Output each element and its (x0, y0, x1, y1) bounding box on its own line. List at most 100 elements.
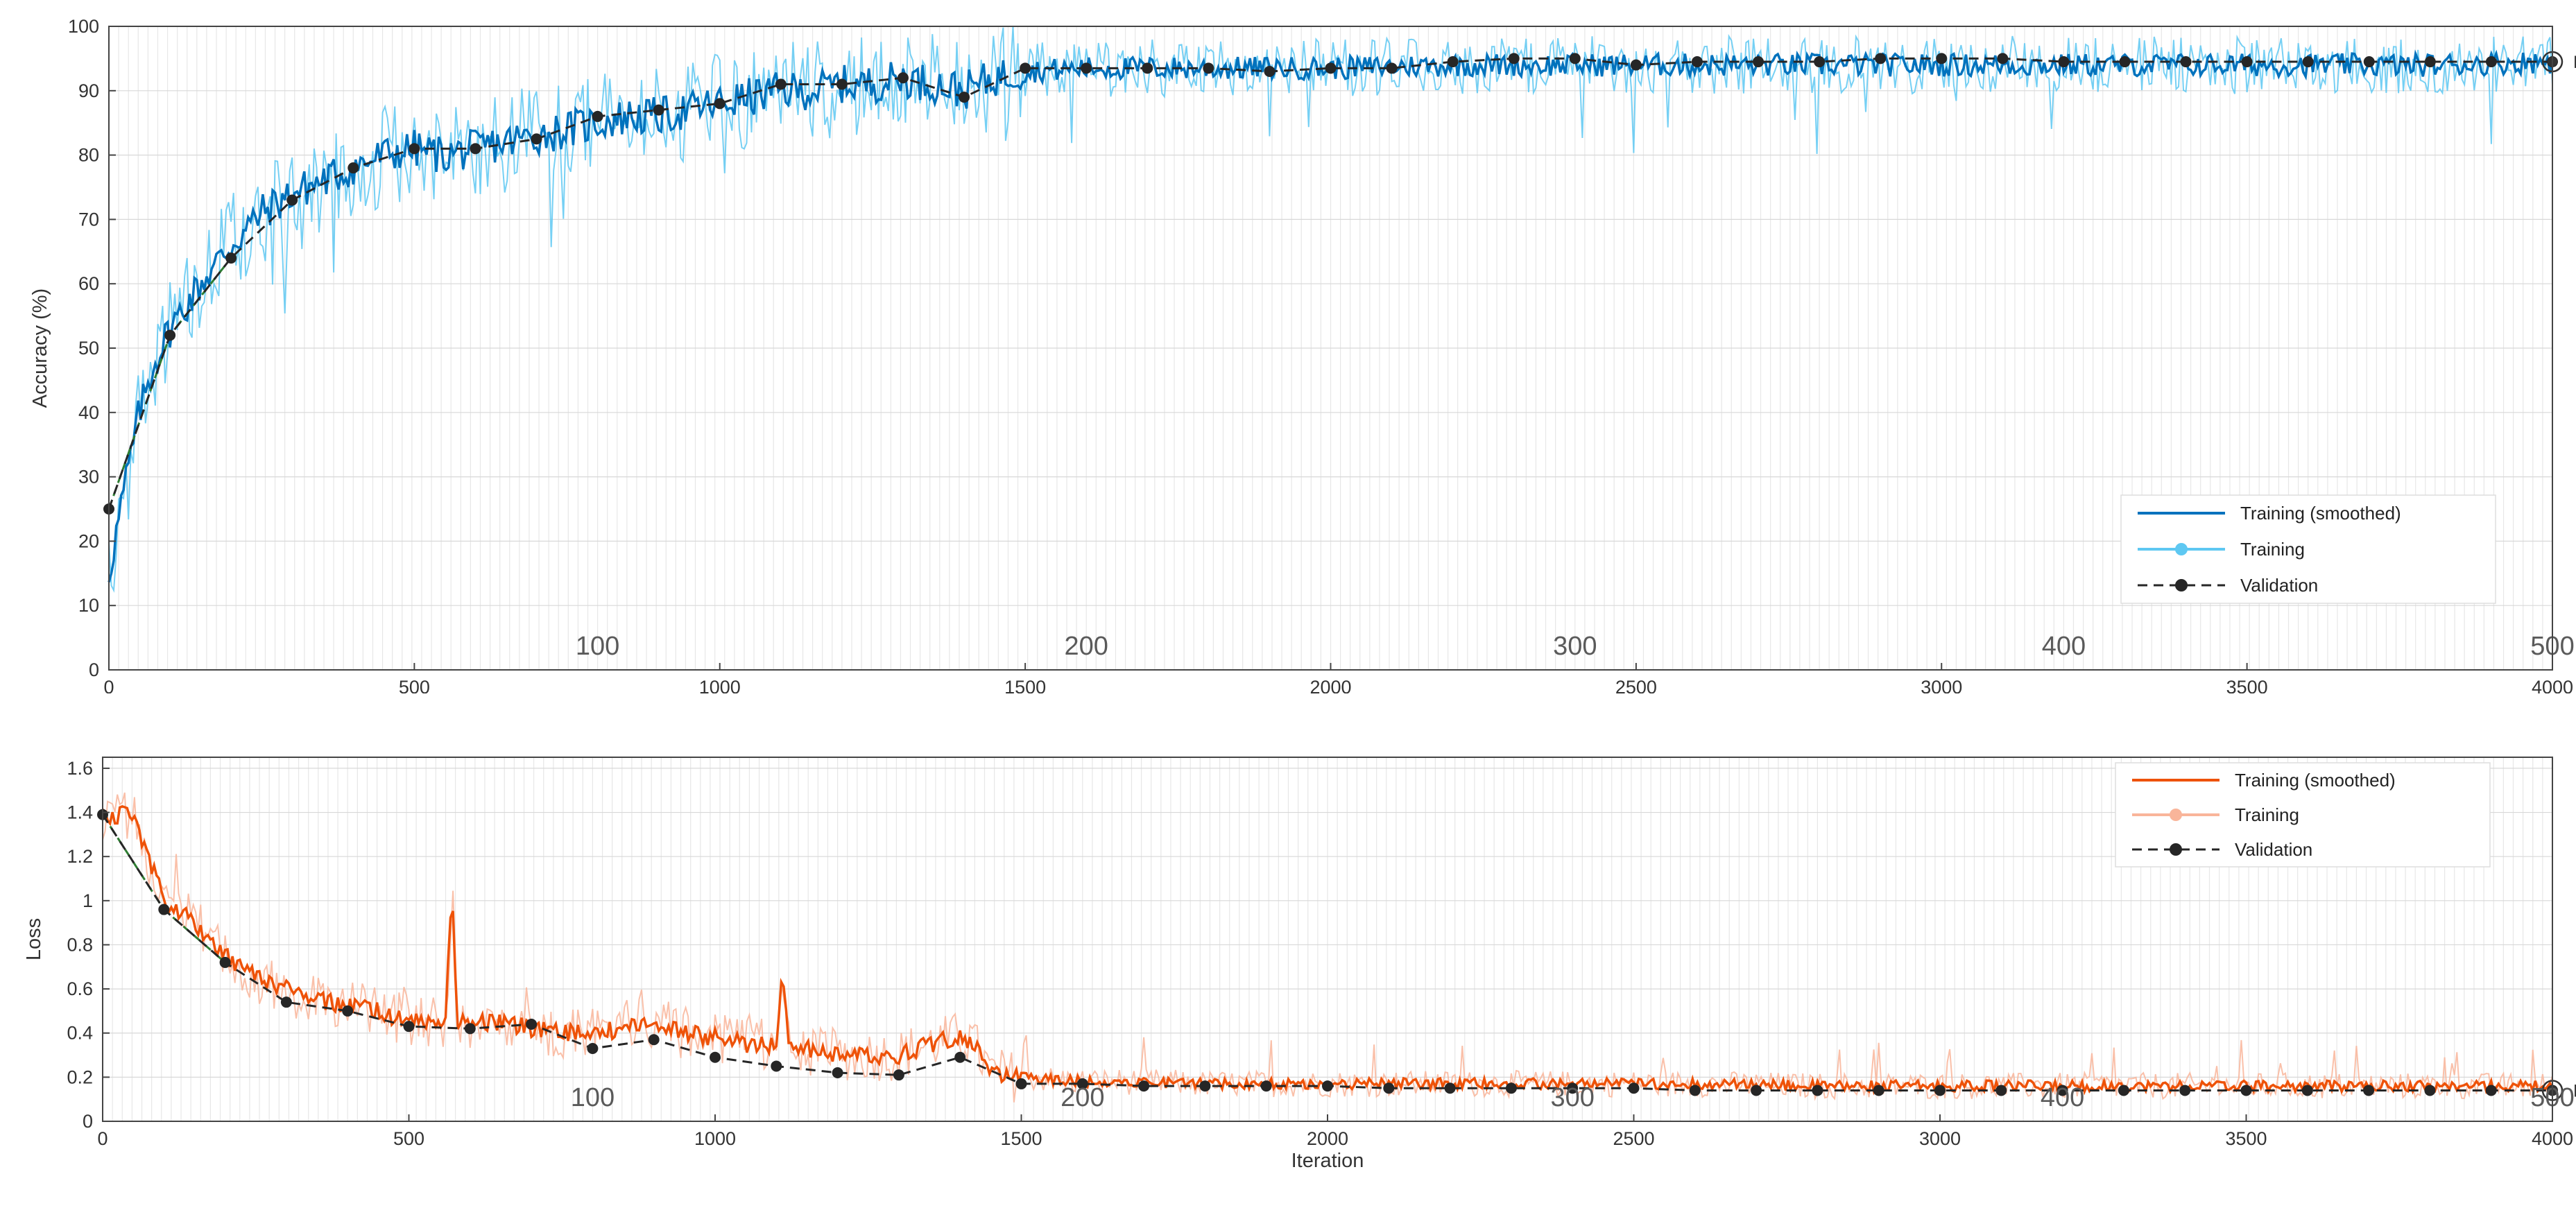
y-tick-label: 90 (78, 80, 99, 101)
validation-point (1020, 62, 1031, 74)
validation-point (280, 996, 292, 1008)
training-smoothed-line (108, 49, 2554, 582)
validation-point (1873, 1085, 1884, 1096)
epoch-label: 400 (2041, 1083, 2084, 1112)
x-axis-label: Iteration (1291, 1150, 1364, 1172)
validation-point (219, 956, 231, 968)
y-tick-label: 70 (78, 209, 99, 230)
y-tick-label: 60 (78, 273, 99, 294)
y-tick-label: 1.2 (67, 846, 93, 867)
validation-point (2302, 56, 2314, 68)
validation-point (893, 1069, 904, 1081)
epoch-label: 200 (1064, 632, 1108, 661)
y-tick-label: 0 (89, 659, 99, 680)
y-tick-label: 0.6 (67, 978, 93, 999)
x-tick-label: 2500 (1615, 677, 1657, 693)
x-tick-label: 1000 (699, 677, 741, 693)
validation-point (1995, 1085, 2007, 1096)
y-tick-label: 80 (78, 145, 99, 166)
validation-point (2241, 56, 2253, 68)
validation-point (954, 1051, 966, 1063)
validation-point (592, 110, 603, 122)
y-tick-label: 0.8 (67, 934, 93, 955)
validation-point (1630, 59, 1642, 71)
y-tick-label: 1.6 (67, 758, 93, 779)
validation-point (526, 1019, 538, 1030)
validation-point (1386, 62, 1398, 74)
validation-point (1264, 65, 1276, 77)
y-tick-label: 30 (78, 467, 99, 487)
validation-point (2363, 1085, 2375, 1096)
legend: Training (smoothed) Training Validation (2115, 762, 2491, 868)
legend-marker (2175, 579, 2188, 592)
validation-point (1814, 56, 1826, 68)
validation-point (959, 92, 970, 103)
y-tick-label: 1.4 (67, 802, 93, 823)
validation-point (1689, 1085, 1701, 1096)
validation-point (897, 72, 909, 84)
validation-point (1508, 53, 1520, 64)
validation-point (403, 1021, 415, 1033)
final-label: Final (2573, 53, 2576, 72)
legend-entry-label: Training (2235, 804, 2299, 825)
validation-point (2056, 1085, 2068, 1096)
y-axis-label: Accuracy (%) (29, 288, 51, 408)
validation-point (1875, 53, 1887, 64)
x-tick-label: 0 (97, 1128, 108, 1149)
epoch-label: 400 (2042, 632, 2086, 661)
validation-point (1447, 56, 1459, 68)
y-axis-label: Loss (23, 918, 45, 960)
validation-point (1753, 56, 1764, 68)
validation-point (1383, 1082, 1395, 1094)
validation-point (648, 1034, 660, 1046)
validation-point (1505, 1082, 1517, 1094)
validation-point (1015, 1078, 1027, 1089)
x-tick-label: 4000 (2532, 677, 2573, 693)
validation-point (2119, 56, 2131, 68)
validation-line (108, 57, 2552, 510)
validation-point (1076, 1078, 1088, 1089)
validation-point (1322, 1080, 1333, 1092)
validation-point (2240, 1085, 2252, 1096)
x-tick-label: 4000 (2532, 1128, 2573, 1149)
validation-point (347, 162, 359, 174)
accuracy-chart: Final 100 200 300 400 500 0 10 20 30 40 50 60 70 80 90 1… (29, 16, 2576, 693)
validation-point (653, 104, 664, 116)
validation-point (1260, 1080, 1272, 1092)
validation-point (2301, 1085, 2313, 1096)
validation-point (775, 78, 787, 90)
validation-point (531, 133, 542, 145)
legend: Training (smoothed) Training Validation (2120, 494, 2496, 604)
x-tick-label: 2000 (1307, 1128, 1348, 1149)
validation-point (587, 1043, 599, 1054)
validation-point (2179, 1085, 2191, 1096)
validation-point (1691, 56, 1703, 68)
validation-point (1628, 1082, 1640, 1094)
training-raw-line (102, 792, 2553, 1103)
grid (102, 757, 2553, 1122)
final-label: Final (2573, 1081, 2576, 1101)
x-tick-label: 1500 (1000, 1128, 1042, 1149)
validation-point (2058, 56, 2070, 68)
validation-point (464, 1023, 476, 1035)
validation-point (2424, 1085, 2436, 1096)
x-tick-label: 3500 (2225, 1128, 2267, 1149)
x-tick-label: 0 (103, 677, 114, 693)
x-tick-label: 500 (399, 677, 430, 693)
x-tick-label: 2000 (1310, 677, 1351, 693)
validation-point (710, 1051, 721, 1063)
y-tick-label: 0.4 (67, 1023, 93, 1044)
y-tick-label: 100 (68, 16, 99, 37)
legend-entry-label: Training (smoothed) (2235, 770, 2396, 791)
validation-point (1934, 1085, 1946, 1096)
x-tick-label: 1000 (694, 1128, 736, 1149)
validation-point (2485, 56, 2497, 68)
legend-entry-label: Training (2240, 539, 2305, 560)
validation-point (1936, 53, 1948, 64)
y-tick-label: 1 (83, 890, 93, 911)
validation-point (1812, 1085, 1823, 1096)
validation-point (1751, 1085, 1762, 1096)
epoch-label: 200 (1061, 1083, 1104, 1112)
legend-marker (2175, 543, 2188, 555)
